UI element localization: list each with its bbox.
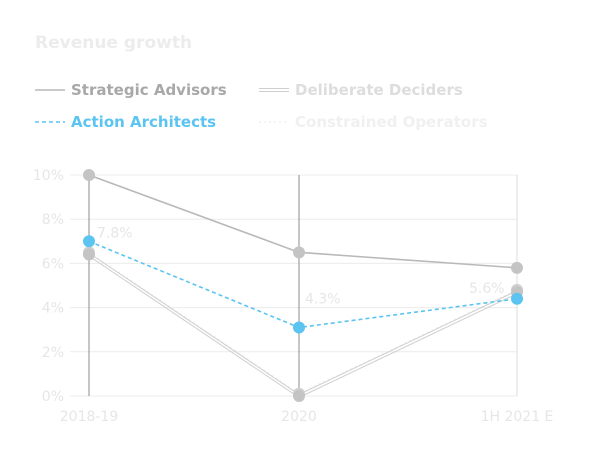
y-tick-label: 4% — [42, 301, 64, 317]
data-label: 5.6% — [469, 281, 505, 297]
y-tick-label: 10% — [33, 168, 64, 184]
y-tick-label: 2% — [42, 345, 64, 361]
legend-label: Action Architects — [71, 113, 216, 131]
data-point — [293, 321, 305, 334]
y-tick-label: 0% — [42, 389, 64, 405]
data-label: 4.3% — [305, 291, 341, 307]
x-tick-label: 2020 — [281, 409, 317, 425]
data-label: 7.8% — [97, 225, 133, 241]
legend-label: Constrained Operators — [295, 113, 488, 131]
data-point — [511, 261, 523, 274]
data-point — [83, 235, 95, 248]
data-point — [83, 248, 95, 261]
y-tick-label: 8% — [42, 212, 64, 228]
x-tick-label: 1H 2021 E — [481, 409, 554, 425]
legend-label: Deliberate Deciders — [295, 81, 463, 99]
chart-title: Revenue growth — [35, 33, 193, 53]
legend-label: Strategic Advisors — [71, 81, 227, 99]
y-tick-label: 6% — [42, 256, 64, 272]
x-tick-label: 2018-19 — [60, 409, 119, 425]
data-point — [293, 390, 305, 402]
data-point — [511, 292, 523, 305]
data-point — [83, 169, 95, 181]
data-point — [293, 246, 305, 259]
